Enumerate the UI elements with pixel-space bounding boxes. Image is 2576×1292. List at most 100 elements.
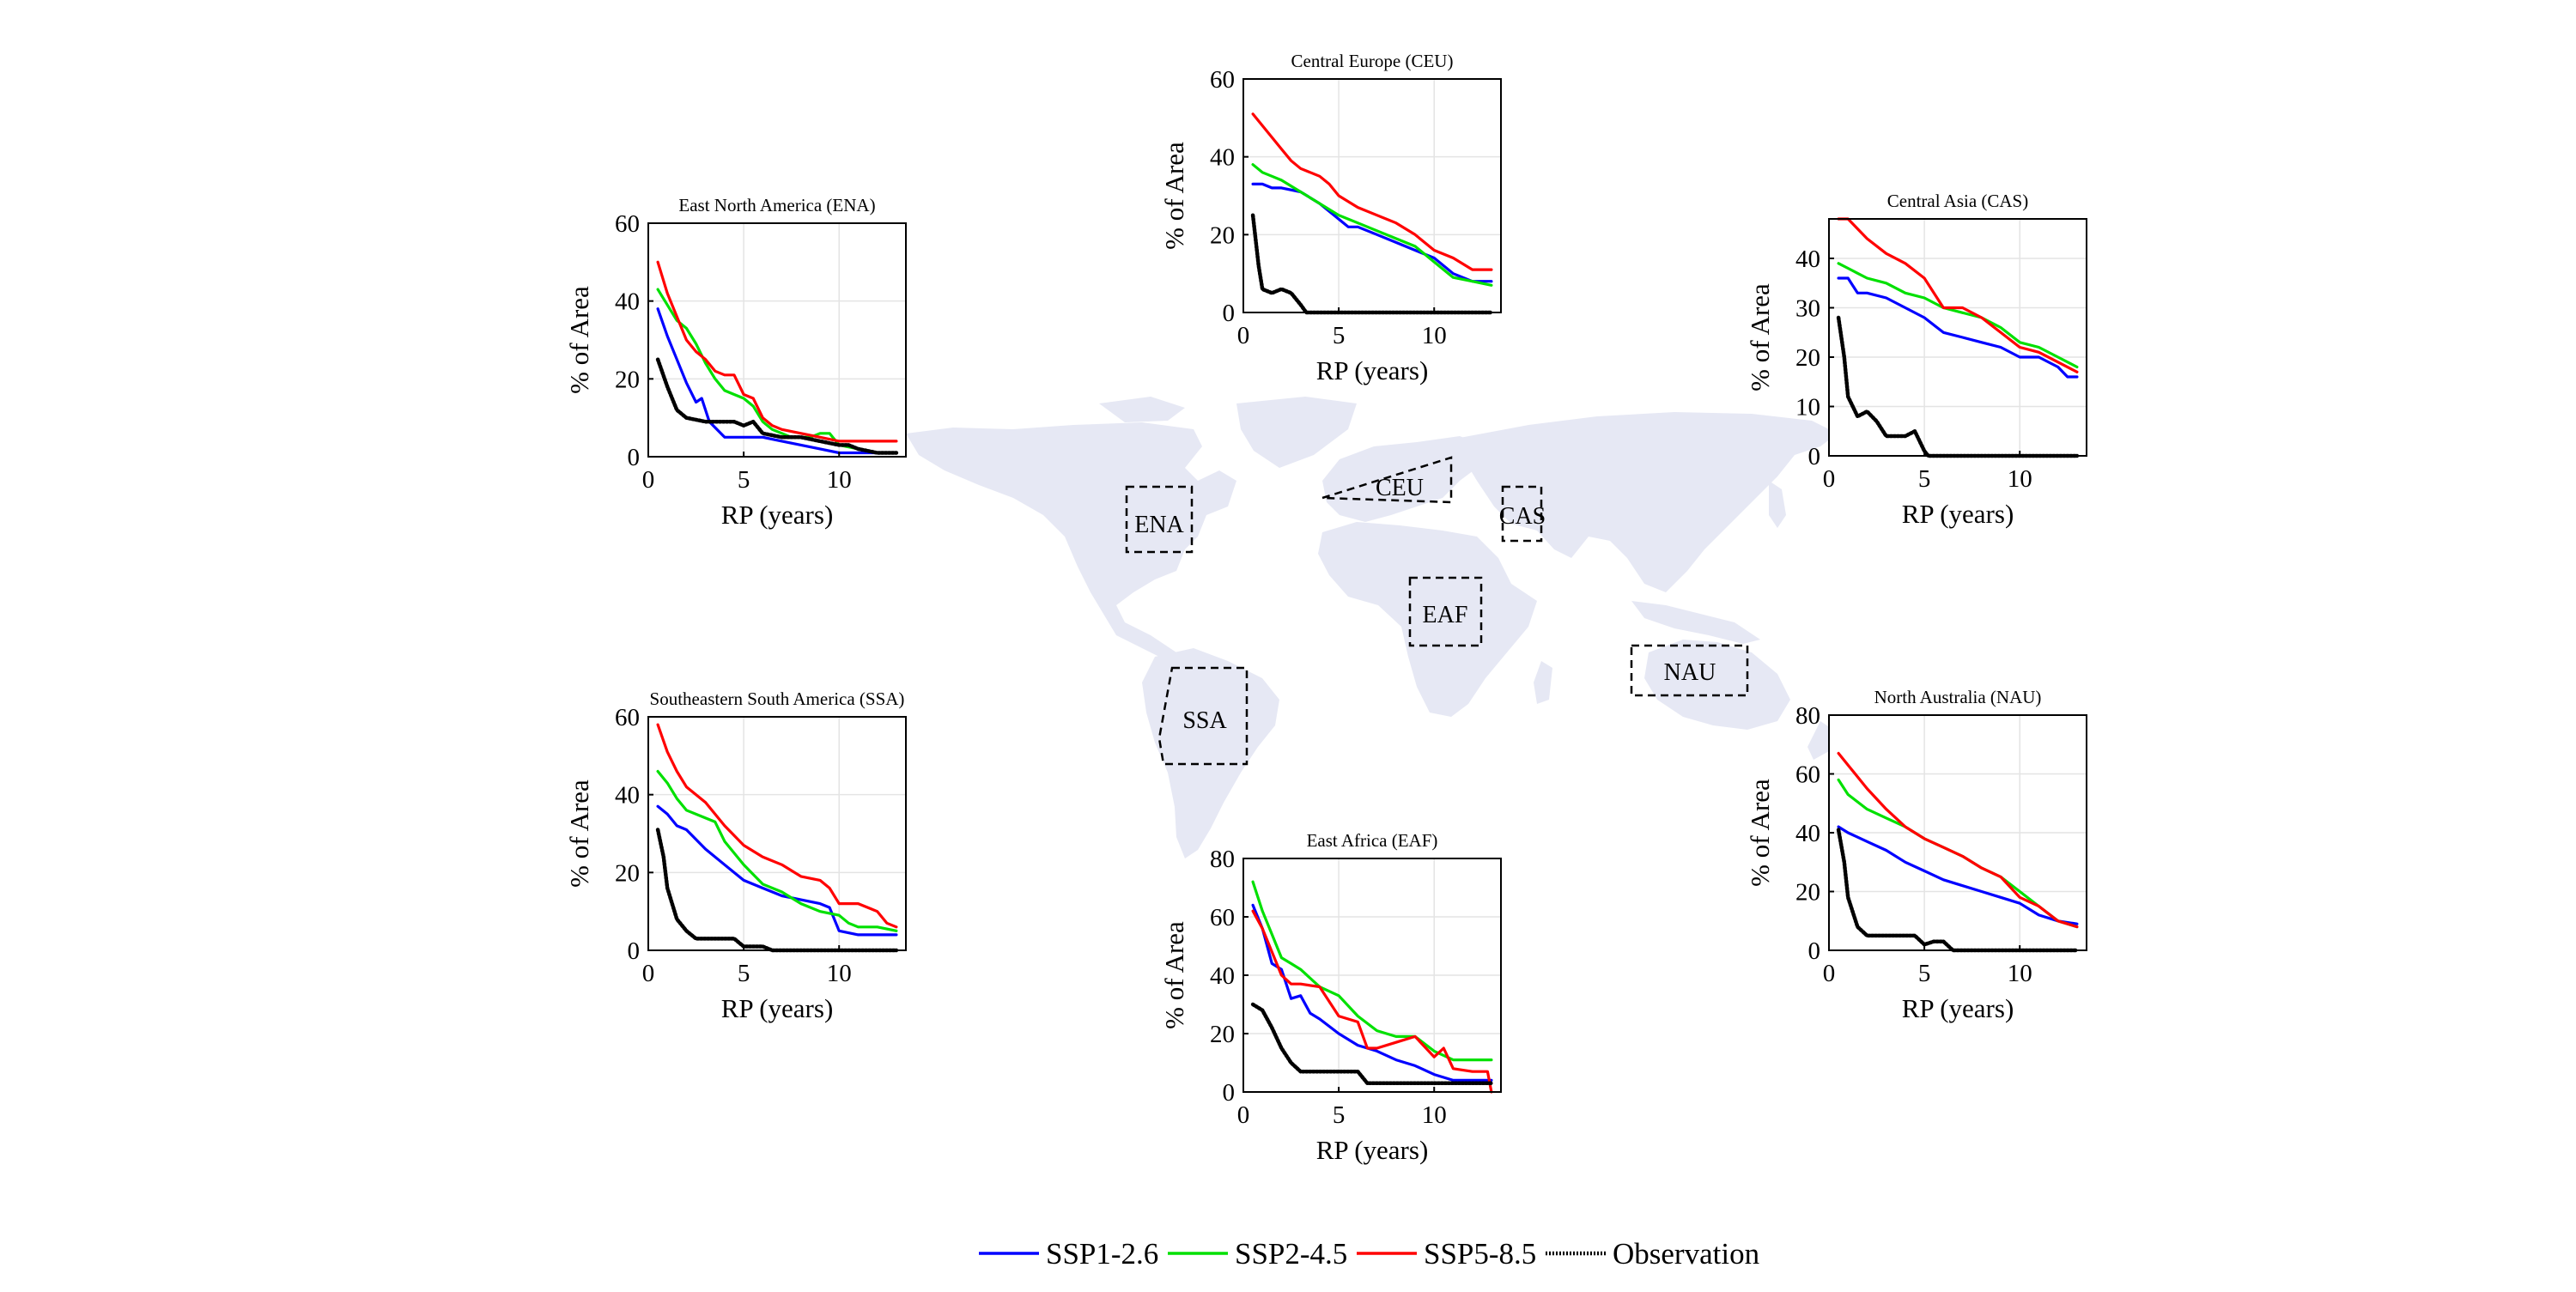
- y-tick-label: 0: [1223, 1079, 1236, 1107]
- y-tick-label: 40: [1795, 820, 1820, 847]
- panel-nau: 0 5 10 0 20 40 60 80 North Australia (NAU) RP (ye…: [1745, 687, 2087, 1023]
- y-tick-label: 40: [615, 288, 640, 316]
- landmass-madagascar: [1534, 661, 1552, 704]
- y-tick-label: 60: [1210, 904, 1235, 931]
- x-axis-label: RP (years): [721, 993, 834, 1023]
- panel-title: Central Asia (CAS): [1887, 191, 2028, 211]
- y-tick-label: 20: [615, 859, 640, 887]
- panel-ena: 0 5 10 0 20 40 60 East North America (ENA) RP (y…: [564, 195, 907, 530]
- legend-item-ssp1-2-6: SSP1-2.6: [979, 1237, 1158, 1271]
- x-axis-label: RP (years): [1316, 1135, 1429, 1165]
- y-tick-label: 40: [1210, 962, 1235, 990]
- region-box-ceu: CEU: [1321, 456, 1453, 504]
- landmass-europe: [1322, 436, 1485, 522]
- x-tick-label: 0: [1237, 322, 1250, 349]
- plot-area: [1243, 79, 1501, 312]
- series-line-ssp5-8-5: [1251, 112, 1493, 271]
- landmass-arctic-islands: [1099, 397, 1185, 422]
- x-tick-label: 10: [827, 960, 852, 987]
- chart-panels: 0 5 10 0 20 40 60 East North America (ENA) RP (y…: [564, 51, 2087, 1165]
- region-label: CEU: [1376, 475, 1424, 501]
- legend-item-ssp2-4-5: SSP2-4.5: [1168, 1237, 1347, 1271]
- y-axis-label: % of Area: [1745, 779, 1775, 887]
- axes-frame: [647, 222, 907, 458]
- y-axis-label: % of Area: [1159, 142, 1189, 250]
- landmass-japan: [1769, 481, 1786, 528]
- y-tick-label: 0: [1808, 443, 1821, 470]
- y-tick-label: 0: [628, 444, 641, 471]
- legend-label: Observation: [1613, 1237, 1759, 1271]
- series-line-ssp1-2-6: [1837, 276, 2079, 379]
- x-tick-label: 0: [1823, 960, 1836, 987]
- legend-label: SSP5-8.5: [1424, 1237, 1536, 1271]
- landmass-southeast-asia: [1631, 601, 1760, 644]
- y-tick-label: 80: [1210, 846, 1235, 873]
- panel-eaf: 0 5 10 0 20 40 60 80 East Africa (EAF) RP (years)…: [1159, 830, 1502, 1165]
- series-line-ssp5-8-5: [1837, 751, 2079, 929]
- region-label: CAS: [1499, 503, 1546, 530]
- axes-frame: [1242, 78, 1502, 313]
- x-tick-label: 5: [1333, 322, 1346, 349]
- y-tick-label: 30: [1795, 295, 1820, 323]
- y-tick-label: 10: [1795, 394, 1820, 422]
- y-tick-label: 20: [1795, 344, 1820, 372]
- y-tick-label: 20: [615, 366, 640, 393]
- region-box-nau: NAU: [1630, 644, 1749, 697]
- region-box-eaf: EAF: [1408, 576, 1483, 647]
- region-box-ena: ENA: [1125, 485, 1194, 554]
- landmass-asia: [1460, 412, 1838, 592]
- series-line-ssp2-4-5: [656, 769, 898, 932]
- x-axis-label: RP (years): [1316, 355, 1429, 385]
- y-tick-label: 60: [1795, 761, 1820, 789]
- y-tick-label: 0: [1223, 300, 1236, 327]
- series-line-ssp1-2-6: [1837, 825, 2079, 925]
- region-outline: [1157, 666, 1249, 766]
- y-tick-label: 20: [1795, 879, 1820, 907]
- y-tick-label: 0: [628, 937, 641, 965]
- y-tick-label: 60: [1210, 66, 1235, 94]
- region-outline: [1125, 485, 1194, 554]
- x-tick-label: 10: [1422, 1101, 1447, 1129]
- y-tick-label: 60: [615, 210, 640, 238]
- x-tick-label: 0: [1823, 465, 1836, 493]
- region-boxes: ENA CEU CAS EAF SSA NAU: [1125, 456, 1749, 766]
- panel-title: East Africa (EAF): [1307, 830, 1438, 851]
- x-tick-label: 5: [1918, 960, 1931, 987]
- series-line-ssp5-8-5: [656, 723, 898, 929]
- x-tick-label: 5: [738, 466, 750, 494]
- x-tick-label: 0: [642, 960, 655, 987]
- legend-item-ssp5-8-5: SSP5-8.5: [1357, 1237, 1536, 1271]
- panel-title: East North America (ENA): [678, 195, 875, 215]
- region-label: EAF: [1423, 602, 1468, 628]
- x-tick-label: 10: [1422, 322, 1447, 349]
- series-line-ssp2-4-5: [656, 288, 898, 455]
- series-line-ssp1-2-6: [656, 804, 898, 937]
- y-tick-label: 80: [1795, 702, 1820, 730]
- x-tick-label: 10: [2008, 465, 2032, 493]
- landmass-north-america: [906, 422, 1236, 668]
- series-line-observation: [1250, 1002, 1494, 1086]
- x-tick-label: 5: [1333, 1101, 1346, 1129]
- x-tick-label: 0: [1237, 1101, 1250, 1129]
- legend: SSP1-2.6 SSP2-4.5 SSP5-8.5 Observation: [979, 1237, 1759, 1271]
- region-box-ssa: SSA: [1157, 666, 1249, 766]
- legend-label: SSP1-2.6: [1046, 1237, 1158, 1271]
- panel-ssa: 0 5 10 0 20 40 60 Southeastern South America (S…: [564, 688, 907, 1023]
- y-axis-label: % of Area: [1159, 921, 1189, 1029]
- region-label: ENA: [1134, 512, 1184, 538]
- panel-title: Southeastern South America (SSA): [650, 688, 905, 709]
- y-tick-label: 40: [615, 782, 640, 810]
- panel-title: Central Europe (CEU): [1291, 51, 1454, 71]
- y-tick-label: 20: [1210, 1021, 1235, 1048]
- landmass-australia: [1644, 640, 1790, 730]
- landmass-new-zealand: [1807, 721, 1833, 760]
- landmass-south-america: [1142, 648, 1279, 858]
- panel-cas: 0 5 10 0 10 20 30 40 Central Asia (CAS) RP (years…: [1745, 191, 2087, 529]
- x-tick-label: 10: [827, 466, 852, 494]
- region-outline: [1321, 456, 1453, 504]
- x-tick-label: 5: [1918, 465, 1931, 493]
- series-line-observation: [655, 357, 899, 455]
- axes-frame: [1828, 218, 2087, 457]
- panel-ceu: 0 5 10 0 20 40 60 Central Europe (CEU) RP (years…: [1159, 51, 1502, 385]
- series-line-ssp1-2-6: [656, 307, 898, 455]
